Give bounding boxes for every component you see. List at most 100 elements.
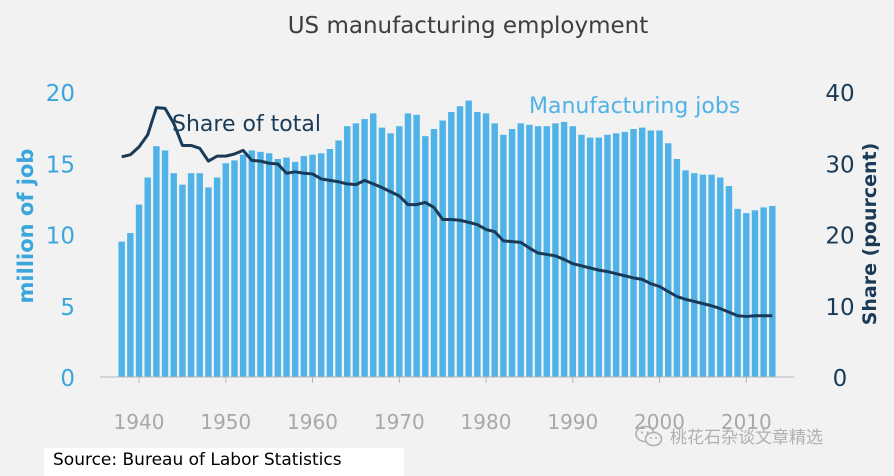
chart-title: US manufacturing employment (288, 13, 649, 39)
bar-1980 (482, 113, 490, 378)
bar-1962 (326, 149, 334, 377)
bar-2006 (708, 174, 715, 377)
bar-1964 (344, 126, 351, 377)
bar-1953 (248, 150, 256, 377)
x-tick-1940: 1940 (114, 410, 165, 434)
wechat-icon (635, 425, 663, 446)
bar-1957 (283, 157, 290, 377)
bar-1998 (638, 127, 646, 378)
bar-2002 (673, 158, 681, 377)
bar-1954 (257, 151, 264, 377)
y-right-tick-40: 40 (825, 81, 854, 107)
bar-1970 (396, 126, 403, 377)
manufacturing-jobs-label: Manufacturing jobs (529, 94, 740, 119)
bar-1979 (474, 111, 481, 377)
bar-1981 (491, 123, 498, 377)
bar-1977 (456, 106, 464, 377)
bar-1963 (335, 140, 342, 377)
bar-1991 (578, 134, 585, 377)
bar-1999 (647, 130, 655, 377)
bar-1961 (318, 153, 325, 377)
y-right-tick-20: 20 (825, 224, 854, 250)
bar-1958 (291, 161, 299, 377)
y-axis-left-ticks: 0 5 10 15 20 (46, 81, 75, 392)
y-axis-right-label-group: Share (pourcent) (859, 143, 881, 326)
bar-1994 (604, 134, 611, 377)
bar-1951 (231, 160, 238, 377)
x-tick-1970: 1970 (374, 410, 425, 434)
y-axis-left-label-group: million of job (14, 149, 38, 304)
bar-1974 (430, 129, 438, 377)
bar-1945 (179, 184, 186, 378)
y-axis-right-label: Share (pourcent) (859, 143, 881, 326)
x-tick-2010: 2010 (721, 410, 772, 434)
x-tick-1950: 1950 (200, 410, 251, 434)
bar-2003 (682, 170, 689, 378)
watermark: 桃花石杂谈文章精选 (634, 423, 823, 448)
y-left-tick-10: 10 (46, 224, 75, 250)
bar-1993 (595, 137, 603, 377)
bar-1944 (170, 173, 177, 377)
bar-2011 (751, 210, 759, 377)
x-tick-1980: 1980 (461, 410, 512, 434)
bar-1950 (222, 163, 229, 377)
bar-1967 (370, 113, 377, 378)
bar-1971 (404, 113, 412, 378)
bar-1984 (517, 123, 524, 377)
bar-1982 (500, 134, 507, 377)
watermark-text: 桃花石杂谈文章精选 (670, 428, 823, 448)
bar-1975 (439, 120, 446, 377)
bar-1976 (448, 111, 455, 377)
bar-2000 (656, 130, 663, 377)
y-left-tick-5: 5 (60, 295, 75, 321)
bar-1965 (352, 123, 360, 377)
bar-1941 (144, 177, 151, 377)
bar-1968 (378, 127, 386, 378)
bar-1947 (196, 173, 203, 377)
bars-group (118, 100, 776, 378)
bar-1960 (309, 154, 316, 377)
source-text: Source: Bureau of Labor Statistics (53, 450, 342, 470)
share-of-total-label: Share of total (172, 112, 321, 137)
bar-1988 (552, 123, 559, 377)
bar-1948 (205, 187, 212, 377)
bar-2010 (743, 213, 750, 378)
bar-1959 (300, 156, 308, 378)
bar-2012 (760, 207, 767, 377)
bar-1942 (153, 146, 160, 377)
bar-2004 (691, 173, 698, 377)
bar-2008 (725, 186, 733, 377)
y-axis-right-ticks: 0 10 20 30 40 (825, 81, 854, 392)
bar-1992 (586, 137, 594, 377)
bar-1969 (387, 133, 394, 377)
bar-1939 (127, 233, 134, 377)
y-left-tick-20: 20 (46, 81, 75, 107)
bar-1995 (612, 133, 620, 377)
bar-1943 (161, 150, 169, 377)
bar-1938 (118, 241, 125, 378)
bar-2007 (717, 177, 724, 377)
bar-2009 (734, 208, 741, 377)
x-axis-ticks: 1940 1950 1960 1970 1980 1990 2000 2010 (114, 377, 772, 434)
bar-1949 (213, 177, 221, 377)
bar-1987 (543, 126, 550, 377)
bar-1989 (560, 121, 568, 378)
bar-1952 (239, 154, 247, 377)
bar-1972 (413, 114, 420, 378)
bar-1996 (621, 131, 629, 377)
bar-2013 (769, 206, 776, 377)
y-right-tick-10: 10 (825, 295, 854, 321)
x-tick-1990: 1990 (547, 410, 598, 434)
bar-2005 (699, 174, 707, 377)
bar-1966 (361, 119, 368, 377)
bar-1973 (422, 136, 429, 377)
bar-1978 (465, 100, 472, 378)
share-of-total-line (121, 106, 773, 318)
bar-1955 (265, 153, 273, 377)
bar-1946 (187, 173, 195, 377)
bar-1956 (274, 158, 282, 377)
y-right-tick-0: 0 (833, 366, 848, 392)
y-left-tick-15: 15 (46, 152, 75, 178)
bar-1940 (135, 204, 143, 377)
